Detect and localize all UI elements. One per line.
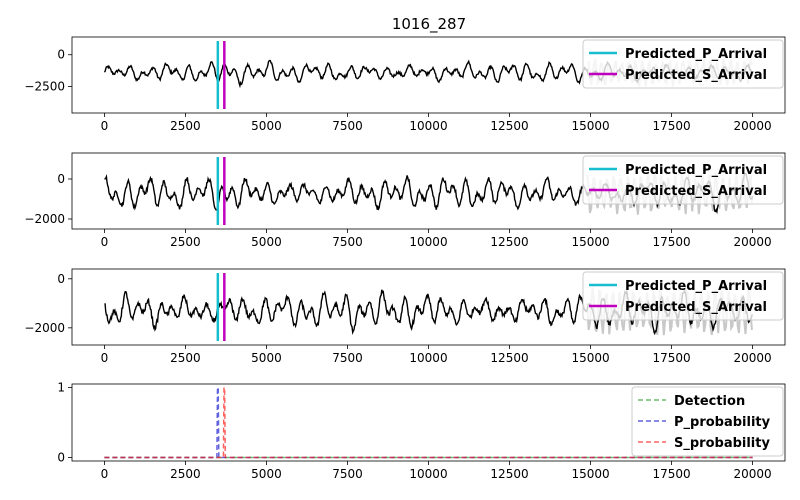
- x-tick-label: 2500: [170, 119, 201, 133]
- x-tick-label: 0: [101, 467, 109, 481]
- plot-area: [104, 386, 753, 459]
- x-tick-label: 2500: [170, 467, 201, 481]
- legend-label: Predicted_S_Arrival: [625, 184, 767, 199]
- x-tick-label: 17500: [652, 119, 690, 133]
- x-tick-label: 15000: [571, 351, 609, 365]
- y-tick-label: 0: [57, 172, 65, 186]
- x-tick-label: 0: [101, 235, 109, 249]
- x-tick-label: 15000: [571, 467, 609, 481]
- legend-box: [582, 155, 784, 205]
- x-tick-label: 5000: [251, 351, 282, 365]
- x-tick-label: 15000: [571, 119, 609, 133]
- x-tick-label: 12500: [490, 467, 528, 481]
- x-tick-label: 0: [101, 119, 109, 133]
- legend: Predicted_P_Arrival Predicted_S_Arrival: [582, 39, 784, 89]
- x-tick-label: 5000: [251, 119, 282, 133]
- x-tick-label: 17500: [652, 467, 690, 481]
- legend-box: [631, 386, 784, 457]
- x-tick-label: 20000: [733, 351, 771, 365]
- panel-probabilities: 0 2500 5000 7500 10000 12500 15000 17500 20000 0 1…: [57, 381, 786, 481]
- legend-label: Predicted_P_Arrival: [625, 47, 767, 62]
- x-tick-label: 10000: [409, 351, 447, 365]
- x-tick-label: 20000: [733, 119, 771, 133]
- x-tick-label: 10000: [409, 235, 447, 249]
- figure-title: 1016_287: [392, 15, 466, 34]
- panel-waveform-2: 0 2500 5000 7500 10000 12500 15000 17500 20000 0 −…: [24, 152, 786, 249]
- x-tick-label: 20000: [733, 235, 771, 249]
- legend-label: Predicted_P_Arrival: [625, 163, 767, 178]
- legend-label: Predicted_S_Arrival: [625, 300, 767, 315]
- legend: Predicted_P_Arrival Predicted_S_Arrival: [582, 271, 784, 321]
- y-tick-label: 0: [57, 272, 65, 286]
- y-tick-label: −2000: [24, 321, 65, 335]
- panel-waveform-1: 0 2500 5000 7500 10000 12500 15000 17500 20000 0 −…: [24, 36, 786, 133]
- series-s-probability: [104, 386, 753, 459]
- x-tick-label: 0: [101, 351, 109, 365]
- x-tick-label: 15000: [571, 235, 609, 249]
- x-tick-label: 10000: [409, 119, 447, 133]
- x-tick-label: 12500: [490, 351, 528, 365]
- x-tick-label: 2500: [170, 351, 201, 365]
- x-tick-label: 5000: [251, 235, 282, 249]
- x-tick-label: 7500: [332, 351, 363, 365]
- legend-label: Predicted_S_Arrival: [625, 68, 767, 83]
- x-tick-label: 5000: [251, 467, 282, 481]
- legend-label: Detection: [674, 394, 745, 409]
- panel-waveform-3: 0 2500 5000 7500 10000 12500 15000 17500 20000 0 −…: [24, 268, 786, 365]
- x-tick-label: 17500: [652, 351, 690, 365]
- y-tick-label: −2000: [24, 212, 65, 226]
- y-tick-label: 0: [57, 48, 65, 62]
- legend-box: [582, 39, 784, 89]
- x-tick-label: 7500: [332, 235, 363, 249]
- x-tick-label: 12500: [490, 119, 528, 133]
- x-tick-label: 12500: [490, 235, 528, 249]
- x-tick-label: 17500: [652, 235, 690, 249]
- y-tick-label: 1: [57, 381, 65, 395]
- legend: Predicted_P_Arrival Predicted_S_Arrival: [582, 155, 784, 205]
- x-tick-label: 7500: [332, 119, 363, 133]
- legend-box: [582, 271, 784, 321]
- y-tick-label: 0: [57, 451, 65, 465]
- y-tick-label: −2500: [24, 79, 65, 93]
- x-tick-label: 10000: [409, 467, 447, 481]
- x-tick-label: 7500: [332, 467, 363, 481]
- legend-label: P_probability: [674, 415, 771, 430]
- legend: Detection P_probability S_probability: [631, 386, 784, 457]
- x-tick-label: 20000: [733, 467, 771, 481]
- x-tick-label: 2500: [170, 235, 201, 249]
- legend-label: Predicted_P_Arrival: [625, 279, 767, 294]
- legend-label: S_probability: [674, 436, 770, 451]
